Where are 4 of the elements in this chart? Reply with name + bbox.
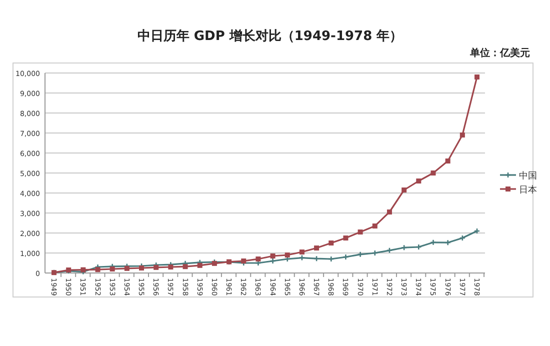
legend-label: 中国 (519, 170, 537, 182)
chart-title: 中日历年 GDP 增长对比（1949-1978 年） (137, 29, 403, 44)
text: 单位：亿美元 (469, 47, 530, 59)
legend-label: 日本 (519, 184, 537, 196)
